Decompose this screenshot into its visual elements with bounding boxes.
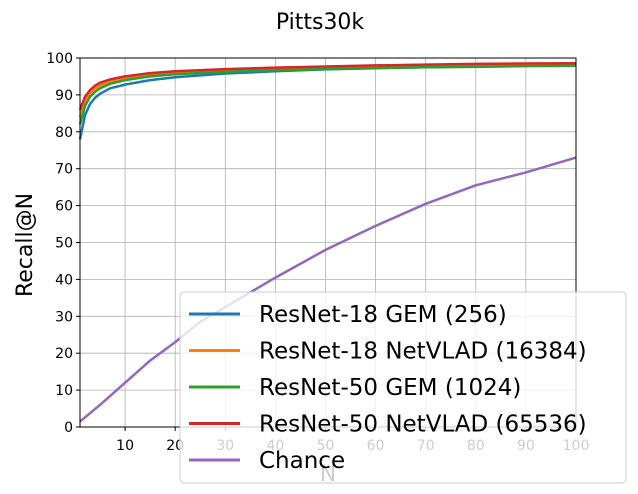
- series-lines: [78, 61, 577, 423]
- legend-label: ResNet-18 NetVLAD (16384): [259, 339, 587, 365]
- legend: ResNet-18 GEM (256) ResNet-18 NetVLAD (16…: [179, 291, 627, 484]
- legend-label: Chance: [259, 448, 345, 474]
- series-line: [78, 62, 577, 118]
- y-tick-label: 0: [64, 420, 73, 436]
- y-tick-label: 100: [46, 51, 73, 67]
- y-tick-label: 30: [55, 309, 73, 325]
- y-tick-label: 60: [55, 199, 73, 215]
- y-tick-label: 70: [55, 162, 73, 178]
- y-tick-label: 90: [55, 88, 73, 104]
- y-ticks: 0 10 20 30 40 50 60 70 80 90 100: [46, 51, 80, 436]
- series-line: [78, 64, 577, 125]
- legend-label: ResNet-50 NetVLAD (65536): [259, 412, 587, 438]
- series-line: [78, 61, 577, 111]
- y-tick-label: 40: [55, 272, 73, 288]
- y-tick-label: 50: [55, 236, 73, 252]
- legend-box: [179, 291, 627, 484]
- legend-label: ResNet-18 GEM (256): [259, 302, 507, 328]
- y-tick-label: 10: [55, 383, 73, 399]
- y-tick-label: 20: [55, 346, 73, 362]
- legend-label: ResNet-50 GEM (1024): [259, 375, 521, 401]
- chart-title: Pitts30k: [276, 10, 365, 35]
- y-tick-label: 80: [55, 125, 73, 141]
- y-axis-label: Recall@N: [13, 193, 38, 297]
- x-tick-label: 10: [116, 438, 134, 454]
